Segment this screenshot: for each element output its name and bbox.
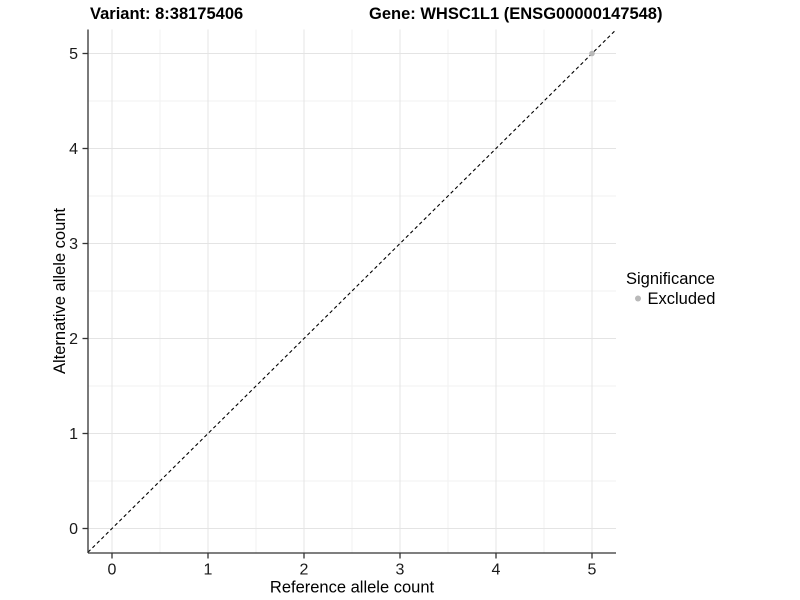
x-tick-label: 2	[300, 562, 309, 579]
y-tick-label: 5	[69, 46, 78, 63]
legend-key-dot-excluded	[635, 295, 641, 302]
x-tick-labels: 0 1 2 3 4 5	[108, 562, 597, 579]
y-major-gridlines	[88, 53, 616, 529]
y-tick-label: 1	[69, 426, 78, 443]
y-tick-label: 2	[69, 331, 78, 348]
x-tick-label: 5	[588, 562, 597, 579]
x-major-gridlines	[111, 29, 593, 553]
plot-title-variant: Variant: 8:38175406	[90, 5, 243, 23]
y-tick-label: 3	[69, 236, 78, 253]
y-tick-marks	[82, 52, 88, 530]
x-tick-label: 0	[108, 562, 117, 579]
legend: Significance Excluded	[626, 270, 715, 308]
identity-dashed-line	[87, 29, 617, 553]
legend-title: Significance	[626, 270, 715, 288]
x-tick-label: 1	[204, 562, 213, 579]
y-tick-label: 4	[69, 141, 78, 158]
data-point-excluded	[589, 50, 595, 57]
y-tick-labels: 0 1 2 3 4 5	[69, 46, 78, 538]
legend-label-excluded: Excluded	[648, 290, 716, 308]
y-axis-title: Alternative allele count	[51, 208, 69, 374]
x-tick-marks	[111, 553, 593, 559]
y-tick-label: 0	[69, 521, 78, 538]
x-tick-label: 4	[492, 562, 501, 579]
plot-title-gene: Gene: WHSC1L1 (ENSG00000147548)	[369, 5, 662, 23]
x-tick-label: 3	[396, 562, 405, 579]
x-axis-title: Reference allele count	[270, 579, 435, 597]
y-minor-gridlines	[88, 100, 616, 482]
